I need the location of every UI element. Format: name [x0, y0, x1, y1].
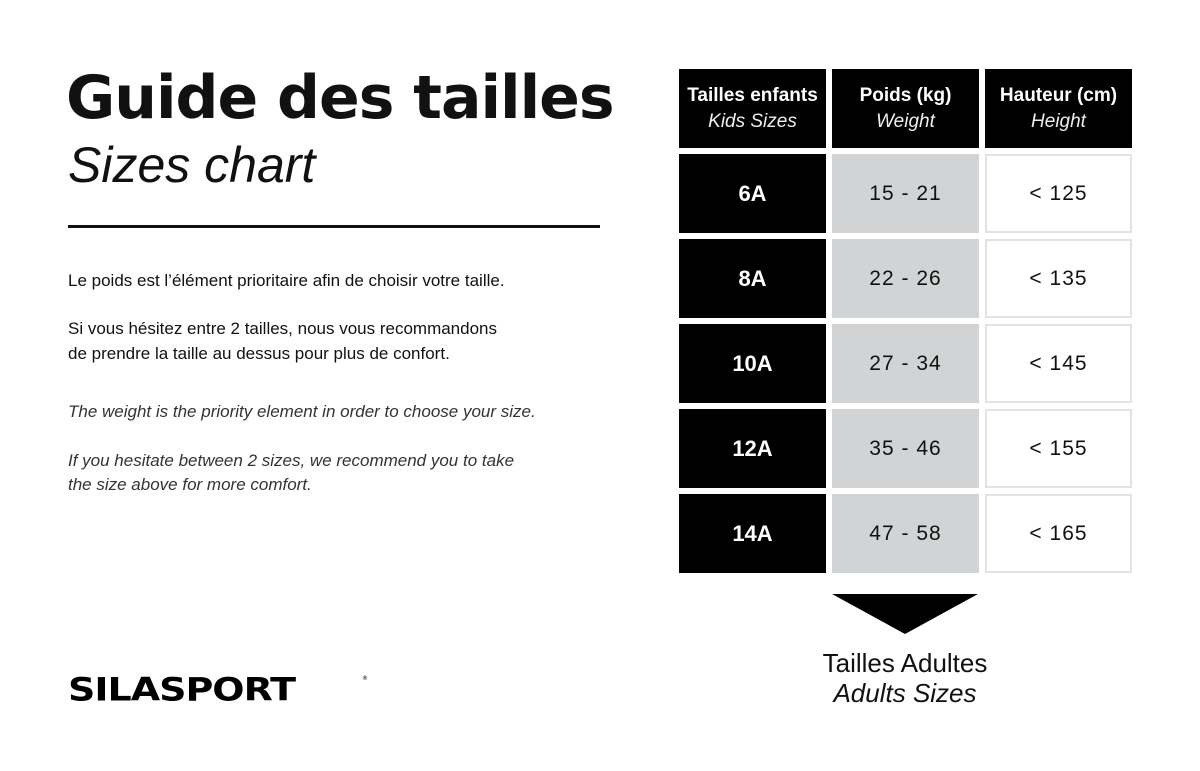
weight-cell: 15 - 21: [832, 154, 979, 233]
page-title: Guide des tailles: [66, 63, 615, 133]
column-sublabel: Kids Sizes: [708, 110, 797, 132]
text-en-1: The weight is the priority element in or…: [68, 402, 536, 421]
height-cell: < 155: [985, 409, 1132, 488]
weight-cell: 35 - 46: [832, 409, 979, 488]
column-sublabel: Height: [1031, 110, 1086, 132]
height-cell: < 125: [985, 154, 1132, 233]
column-sublabel: Weight: [876, 110, 935, 132]
column-label: Hauteur (cm): [999, 84, 1118, 106]
text-fr-1: Le poids est l’élément prioritaire afin …: [68, 271, 505, 290]
height-cell: < 165: [985, 494, 1132, 573]
text-en-2a: If you hesitate between 2 sizes, we reco…: [68, 451, 515, 470]
text-en-2b: the size above for more comfort.: [68, 475, 312, 494]
size-cell: 10A: [679, 324, 826, 403]
column-label: Poids (kg): [859, 84, 952, 106]
column-header-height: Hauteur (cm) Height: [985, 69, 1132, 148]
weight-cell: 22 - 26: [832, 239, 979, 318]
arrow-down-icon: [832, 594, 978, 634]
divider: [68, 225, 600, 228]
height-cell: < 145: [985, 324, 1132, 403]
text-fr-2a: Si vous hésitez entre 2 tailles, nous vo…: [68, 319, 498, 338]
weight-cell: 27 - 34: [832, 324, 979, 403]
size-cell: 12A: [679, 409, 826, 488]
adult-sizes-label: Tailles Adultes: [822, 648, 988, 678]
column-label: Tailles enfants: [687, 84, 818, 106]
size-cell: 8A: [679, 239, 826, 318]
text-fr-2b: de prendre la taille au dessus pour plus…: [68, 344, 450, 363]
column-header-weight: Poids (kg) Weight: [832, 69, 979, 148]
silasport-logo: SILASPORT ®: [68, 670, 368, 710]
height-cell: < 135: [985, 239, 1132, 318]
svg-text:®: ®: [362, 675, 368, 682]
weight-cell: 47 - 58: [832, 494, 979, 573]
page-subtitle: Sizes chart: [68, 137, 316, 193]
adult-sizes-sublabel: Adults Sizes: [833, 678, 977, 708]
column-header-kids-sizes: Tailles enfants Kids Sizes: [679, 69, 826, 148]
size-cell: 14A: [679, 494, 826, 573]
svg-text:SILASPORT: SILASPORT: [68, 671, 296, 706]
size-cell: 6A: [679, 154, 826, 233]
